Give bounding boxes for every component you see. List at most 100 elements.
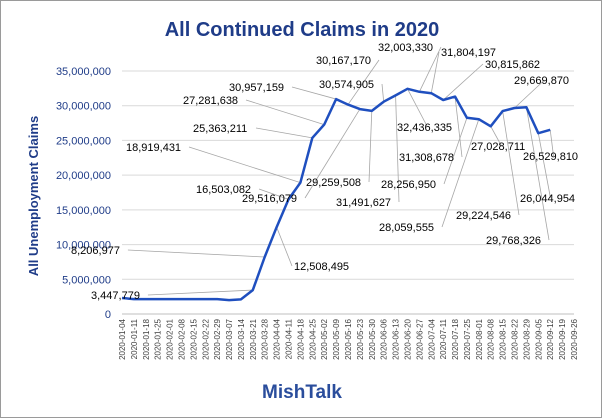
label-leader-line: [549, 129, 554, 157]
data-label: 29,259,508: [306, 177, 361, 189]
label-leader-line: [255, 127, 313, 139]
data-label: 32,003,330: [378, 42, 433, 54]
label-leader-line: [441, 119, 480, 228]
data-label: 16,503,082: [196, 184, 251, 196]
x-tick-label: 2020-05-30: [368, 318, 377, 359]
label-leader-line: [407, 88, 428, 128]
label-leader-line: [304, 108, 361, 199]
data-label: 27,028,711: [471, 141, 525, 153]
x-tick-label: 2020-07-04: [427, 318, 436, 359]
x-tick-label: 2020-06-27: [415, 318, 424, 359]
label-leader-line: [381, 83, 385, 102]
label-leader-line: [430, 51, 440, 94]
data-label: 29,516,079: [242, 193, 297, 205]
label-leader-line: [526, 107, 550, 241]
x-tick-label: 2020-08-29: [522, 318, 531, 359]
x-tick-label: 2020-09-19: [558, 318, 567, 359]
x-tick-label: 2020-05-02: [320, 318, 329, 359]
data-label: 29,224,546: [456, 210, 511, 222]
data-label: 27,281,638: [183, 95, 238, 107]
x-tick-label: 2020-07-11: [439, 318, 448, 359]
label-leader-line: [442, 63, 484, 101]
y-axis-label: All Unemployment Claims: [26, 116, 41, 276]
x-tick-label: 2020-03-28: [261, 318, 270, 359]
data-label: 12,508,495: [294, 261, 349, 273]
data-label: 25,363,211: [193, 123, 247, 135]
data-label: 31,308,678: [399, 152, 454, 164]
x-tick-label: 2020-06-13: [392, 318, 401, 359]
y-tick-label: 35,000,000: [56, 66, 111, 78]
y-tick-label: 5,000,000: [62, 274, 111, 286]
x-tick-label: 2020-03-21: [249, 318, 258, 359]
data-label: 30,167,170: [316, 55, 371, 67]
label-leader-line: [454, 96, 463, 158]
y-tick-label: 10,000,000: [56, 240, 111, 252]
label-leader-line: [443, 117, 468, 185]
x-tick-label: 2020-08-15: [499, 318, 508, 359]
data-label: 28,059,555: [379, 222, 434, 234]
data-label: 18,919,431: [126, 142, 181, 154]
data-label: 26,529,810: [523, 151, 578, 163]
x-tick-label: 2020-09-26: [570, 318, 579, 359]
x-tick-label: 2020-02-08: [177, 318, 186, 359]
x-tick-label: 2020-02-01: [166, 318, 175, 359]
footer-brand: MishTalk: [262, 382, 342, 403]
data-label: 32,436,335: [397, 122, 452, 134]
label-leaders: [127, 46, 554, 296]
x-tick-label: 2020-01-25: [154, 318, 163, 359]
label-leader-line: [147, 289, 253, 296]
label-leader-line: [395, 95, 400, 203]
x-tick-label: 2020-03-07: [225, 318, 234, 359]
series-path: [121, 87, 551, 302]
y-tick-label: 20,000,000: [56, 170, 111, 182]
series-line: [121, 87, 551, 302]
data-label: 29,768,326: [486, 235, 541, 247]
label-leader-line: [514, 79, 545, 109]
x-tick-label: 2020-03-14: [237, 318, 246, 359]
data-label: 29,669,870: [514, 75, 569, 87]
x-tick-label: 2020-09-12: [546, 318, 555, 359]
data-label: 26,044,954: [520, 193, 575, 205]
label-leader-line: [245, 99, 325, 125]
x-tick-label: 2020-07-25: [463, 318, 472, 359]
x-tick-label: 2020-08-22: [511, 318, 520, 359]
x-tick-label: 2020-02-22: [201, 318, 210, 359]
y-tick-label: 0: [105, 309, 111, 321]
data-label: 3,447,779: [91, 290, 140, 302]
x-tick-label: 2020-02-29: [213, 318, 222, 359]
x-tick-label: 2020-09-05: [534, 318, 543, 359]
y-tick-label: 25,000,000: [56, 135, 111, 147]
label-leader-line: [490, 126, 502, 147]
chart-title: All Continued Claims in 2020: [164, 19, 440, 41]
x-tick-label: 2020-01-04: [118, 318, 127, 359]
data-label: 30,815,862: [485, 59, 540, 71]
data-label: 28,256,950: [381, 179, 436, 191]
data-label: 8,206,977: [71, 245, 120, 257]
x-tick-label: 2020-06-20: [403, 318, 412, 359]
axes: 0 5,000,000 10,000,000 15,000,000 20,000,000…: [56, 66, 579, 360]
label-leader-line: [368, 110, 373, 183]
x-tick-label: 2020-07-18: [451, 318, 460, 359]
y-tick-label: 15,000,000: [56, 205, 111, 217]
x-tick-label: 2020-04-11: [285, 318, 294, 359]
x-tick-label: 2020-02-15: [189, 318, 198, 359]
x-tick-label: 2020-01-11: [130, 318, 139, 359]
label-leader-line: [258, 188, 289, 200]
label-leader-line: [276, 227, 293, 267]
x-tick-label: 2020-01-18: [142, 318, 151, 359]
x-tick-label: 2020-05-09: [332, 318, 341, 359]
label-leader-line: [502, 111, 520, 216]
x-tick-label: 2020-04-04: [273, 318, 282, 359]
label-leader-line: [537, 133, 551, 199]
x-tick-label: 2020-04-18: [296, 318, 305, 359]
label-leader-line: [347, 59, 380, 105]
label-leader-line: [291, 86, 337, 100]
data-label: 31,804,197: [441, 47, 496, 59]
label-leader-line: [188, 146, 301, 184]
data-label: 31,491,627: [336, 197, 391, 209]
x-tick-label: 2020-05-16: [344, 318, 353, 359]
data-label: 30,574,905: [319, 79, 374, 91]
x-tick-label: 2020-06-06: [380, 318, 389, 359]
